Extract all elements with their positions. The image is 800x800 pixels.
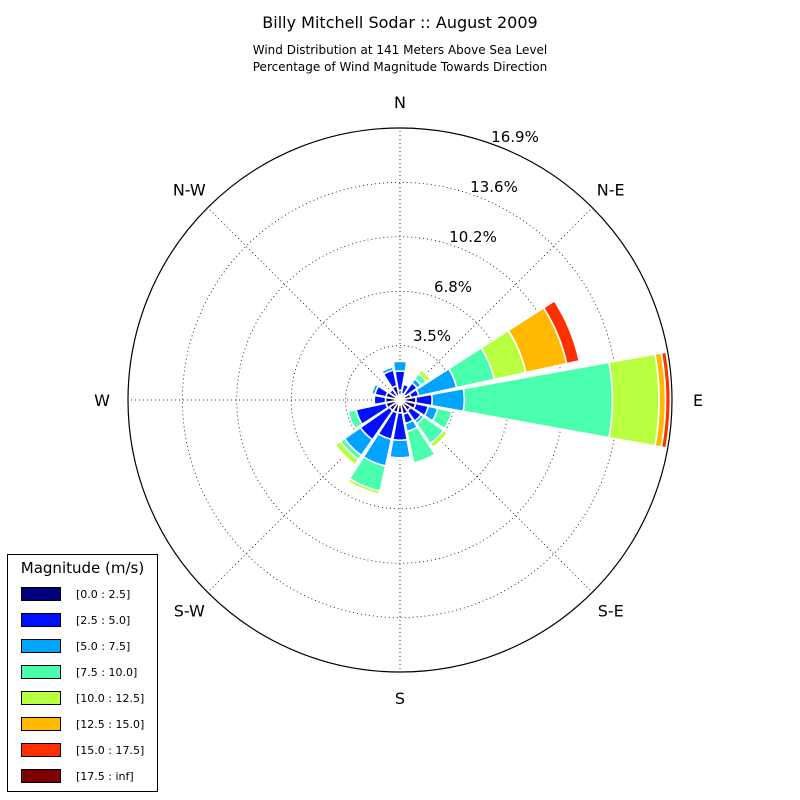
legend-swatch [21, 665, 61, 679]
radial-tick-label-2: 6.8% [434, 278, 472, 296]
bar-dir180-bin2 [388, 438, 412, 459]
legend-swatch [21, 743, 61, 757]
chart-subtitle-line-2: Percentage of Wind Magnitude Towards Dir… [253, 60, 547, 74]
compass-labels: N N-E E S-E S S-W W N-W [94, 93, 703, 708]
compass-label-se: S-E [598, 602, 624, 621]
compass-label-sw: S-W [174, 602, 205, 621]
legend-label: [5.0 : 7.5] [76, 640, 131, 653]
radial-tick-label-5: 16.9% [491, 128, 539, 146]
compass-label-n: N [394, 93, 406, 112]
bar-dir45-bin5 [420, 367, 433, 380]
bar-dir90-bin4 [608, 353, 660, 447]
bar-dir67.5-bin6 [542, 299, 581, 365]
legend-swatch [21, 639, 61, 653]
bar-dir202.5-bin4 [346, 477, 382, 496]
chart-subtitle-line-1: Wind Distribution at 141 Meters Above Se… [253, 43, 548, 57]
grid-spoke-135 [399, 399, 593, 593]
outer-ring [127, 127, 673, 673]
bar-dir157.5-bin3 [405, 425, 436, 464]
bar-dir247.5-bin3 [347, 408, 364, 430]
radial-tick-labels: 3.5% 6.8% 10.2% 13.6% 16.9% [413, 128, 539, 345]
legend-swatch [21, 769, 61, 783]
legend-swatch [21, 613, 61, 627]
legend-swatch [21, 717, 61, 731]
radial-tick-label-1: 3.5% [413, 327, 451, 345]
bar-dir270-bin1 [373, 394, 387, 406]
radial-tick-label-4: 13.6% [470, 178, 518, 196]
legend-label: [12.5 : 15.0] [76, 718, 145, 731]
wind-rose-bars [332, 299, 673, 496]
grid-spoke-225 [207, 399, 401, 593]
legend-swatch [21, 691, 61, 705]
grid-spoke-315 [207, 207, 401, 401]
compass-label-nw: N-W [173, 180, 206, 199]
compass-label-e: E [693, 391, 703, 410]
bar-dir225-bin5 [332, 443, 357, 468]
chart-title: Billy Mitchell Sodar :: August 2009 [262, 13, 537, 32]
bar-dir112.5-bin3 [431, 407, 453, 430]
legend-label: [0.0 : 2.5] [76, 588, 131, 601]
legend-label: [7.5 : 10.0] [76, 666, 138, 679]
legend: Magnitude (m/s) [0.0 : 2.5] [2.5 : 5.0] [5… [7, 554, 158, 792]
compass-label-w: W [94, 391, 110, 410]
grid-spoke-45 [399, 207, 593, 401]
bar-dir292.5-bin2 [370, 383, 380, 396]
bar-dir135-bin5 [431, 431, 451, 451]
bar-dir0-bin2 [392, 360, 408, 373]
legend-label: [2.5 : 5.0] [76, 614, 131, 627]
compass-label-ne: N-E [597, 180, 625, 199]
legend-swatch [21, 587, 61, 601]
bar-dir180-bin3 [388, 456, 412, 461]
legend-label: [17.5 : inf] [76, 770, 134, 783]
legend-label: [15.0 : 17.5] [76, 744, 145, 757]
legend-title: Magnitude (m/s) [20, 559, 145, 577]
bar-dir337.5-bin4 [378, 362, 394, 372]
legend-label: [10.0 : 12.5] [76, 692, 145, 705]
compass-label-s: S [395, 689, 405, 708]
radial-tick-label-3: 10.2% [449, 228, 497, 246]
